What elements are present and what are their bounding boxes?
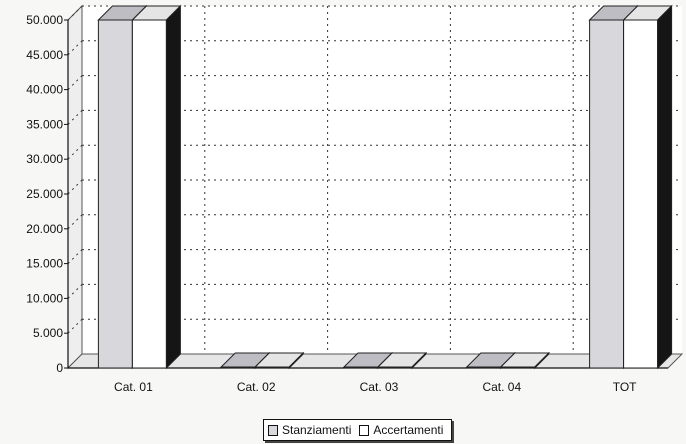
y-tick-label: 25.000 (26, 187, 63, 201)
bar-accertamenti-face (623, 19, 659, 369)
legend-label-series-1: Stanziamenti (282, 423, 352, 437)
bar-accertamenti-side (411, 351, 427, 370)
y-tick-label: 40.000 (26, 83, 63, 97)
legend-swatch-series-2 (359, 424, 370, 436)
x-category-label: Cat. 01 (114, 380, 153, 394)
x-category-label: TOT (613, 380, 637, 394)
bar-stanziamenti-face (97, 19, 133, 369)
y-tick-label: 50.000 (26, 13, 63, 27)
x-category-label: Cat. 03 (360, 380, 399, 394)
bar-stanziamenti-face (589, 19, 625, 369)
y-tick-label: 45.000 (26, 48, 63, 62)
y-tick-label: 35.000 (26, 117, 63, 131)
bar-accertamenti-side (657, 4, 673, 370)
y-tick-label: 0 (56, 361, 63, 375)
y-tick-label: 20.000 (26, 222, 63, 236)
legend: Stanziamenti Accertamenti (263, 419, 453, 441)
y-tick-label: 30.000 (26, 152, 63, 166)
bar-accertamenti-side (288, 351, 304, 370)
y-tick-label: 5.000 (33, 326, 63, 340)
x-category-label: Cat. 02 (237, 380, 276, 394)
y-tick-label: 10.000 (26, 291, 63, 305)
plot-side-wall (67, 4, 83, 370)
bar-accertamenti-face (131, 19, 167, 369)
x-category-label: Cat. 04 (482, 380, 521, 394)
legend-item-series-1: Stanziamenti (268, 423, 351, 437)
bar-chart-svg: 0 5.000 10.000 15.000 20.000 25.000 30.000 35.0… (26, 4, 684, 394)
bar-accertamenti-side (165, 4, 181, 370)
legend-swatch-series-1 (268, 424, 278, 436)
bar-accertamenti-side (534, 351, 550, 370)
legend-item-series-2: Accertamenti (359, 423, 443, 437)
y-tick-label: 15.000 (26, 257, 63, 271)
legend-label-series-2: Accertamenti (373, 423, 444, 437)
